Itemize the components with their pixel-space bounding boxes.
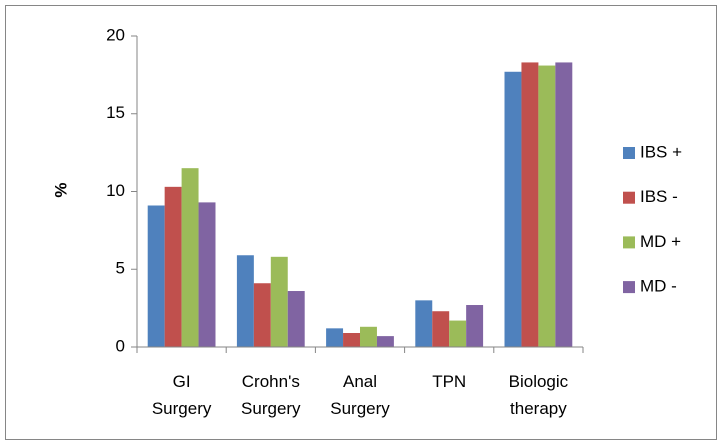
chart-border bbox=[5, 5, 717, 440]
legend-label: MD - bbox=[640, 277, 677, 296]
bar bbox=[253, 283, 271, 347]
y-tick-label: 0 bbox=[116, 336, 125, 355]
x-tick-label: TPN bbox=[432, 372, 466, 391]
bar bbox=[504, 71, 522, 347]
y-axis-label: % bbox=[51, 182, 70, 197]
bar bbox=[376, 336, 394, 347]
bar bbox=[198, 202, 216, 347]
legend-label: MD + bbox=[640, 232, 681, 251]
y-tick-label: 20 bbox=[106, 25, 125, 44]
y-tick-label: 15 bbox=[106, 103, 125, 122]
bar bbox=[432, 311, 450, 347]
legend-label: IBS - bbox=[640, 187, 678, 206]
x-tick-label: Crohn's Surgery bbox=[241, 372, 301, 418]
bar bbox=[466, 305, 484, 347]
bar bbox=[326, 328, 344, 347]
bar bbox=[360, 326, 377, 347]
bar bbox=[164, 186, 182, 347]
legend-swatch bbox=[623, 147, 635, 159]
bar bbox=[287, 291, 305, 347]
bar bbox=[343, 333, 360, 347]
bar bbox=[538, 65, 556, 348]
legend-swatch bbox=[623, 191, 635, 204]
y-tick-label: 5 bbox=[116, 259, 125, 278]
x-tick-label: Biologic therapy bbox=[509, 372, 569, 418]
bar bbox=[181, 168, 199, 347]
x-tick-label: GI Surgery bbox=[152, 372, 212, 418]
bar bbox=[449, 320, 467, 347]
legend-swatch bbox=[623, 281, 635, 294]
bar bbox=[147, 205, 165, 347]
bar bbox=[521, 62, 539, 348]
bar bbox=[415, 300, 433, 347]
y-tick-label: 10 bbox=[106, 181, 125, 200]
bar bbox=[555, 62, 573, 348]
legend-label: IBS + bbox=[640, 142, 682, 161]
legend-swatch bbox=[623, 236, 635, 249]
bar bbox=[270, 256, 288, 347]
x-tick-label: Anal Surgery bbox=[330, 372, 390, 418]
bar bbox=[236, 255, 254, 347]
